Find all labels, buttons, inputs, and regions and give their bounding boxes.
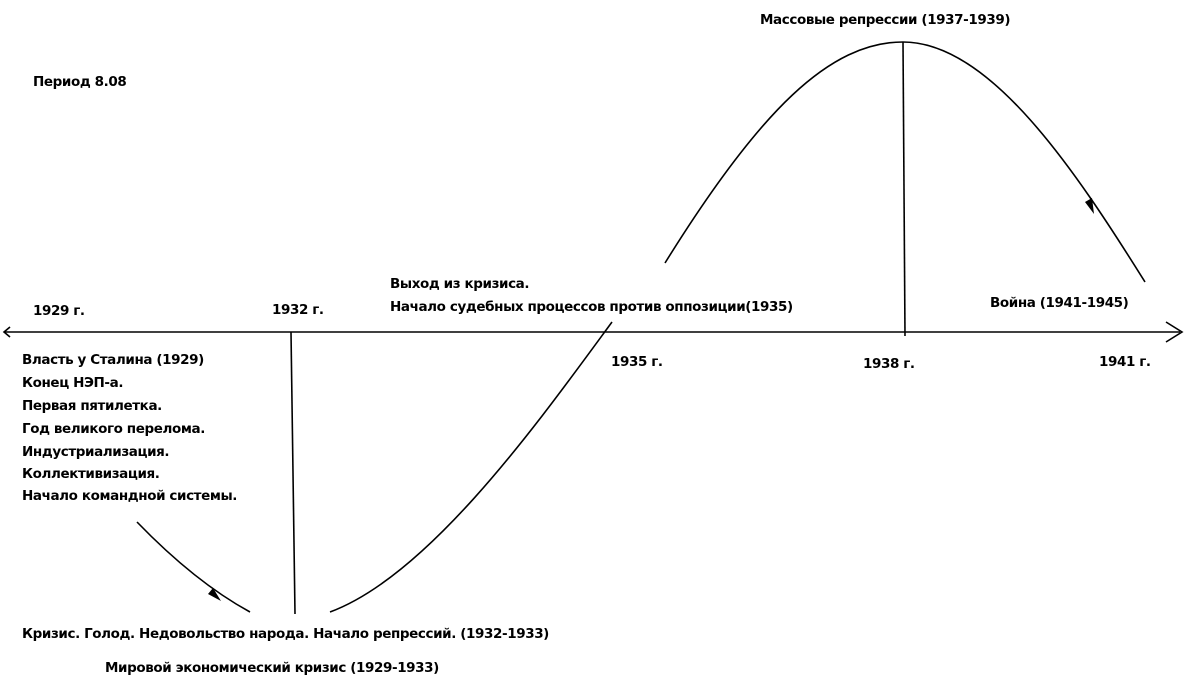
curve (136, 521, 251, 613)
peak-label: Массовые репрессии (1937-1939) (760, 12, 1010, 28)
marker-line (290, 331, 296, 615)
year-label: 1929 г. (33, 303, 85, 319)
recovery-text: Начало судебных процессов против оппозиц… (390, 299, 793, 315)
marker-line (902, 41, 906, 337)
curve (664, 41, 1146, 283)
event-text: Первая пятилетка. (22, 398, 162, 414)
recovery-text: Выход из кризиса. (390, 276, 529, 292)
event-text: Год великого перелома. (22, 421, 205, 437)
year-label: 1932 г. (272, 302, 324, 318)
war-text: Война (1941-1945) (990, 295, 1129, 311)
event-text: Коллективизация. (22, 466, 160, 482)
axis-arrow (1165, 321, 1184, 343)
arrowhead (208, 588, 221, 601)
year-label: 1941 г. (1099, 354, 1151, 370)
title: Период 8.08 (33, 74, 126, 90)
world-crisis-text: Мировой экономический кризис (1929-1933) (105, 660, 439, 676)
event-text: Власть у Сталина (1929) (22, 352, 204, 368)
year-label: 1935 г. (611, 354, 663, 370)
curve (329, 321, 613, 613)
crisis-text: Кризис. Голод. Недовольство народа. Нача… (22, 626, 549, 642)
event-text: Конец НЭП-а. (22, 375, 123, 391)
year-label: 1938 г. (863, 356, 915, 372)
arrowhead (1085, 198, 1094, 214)
event-text: Индустриализация. (22, 444, 169, 460)
event-text: Начало командной системы. (22, 488, 237, 504)
axis-start (2, 326, 11, 338)
